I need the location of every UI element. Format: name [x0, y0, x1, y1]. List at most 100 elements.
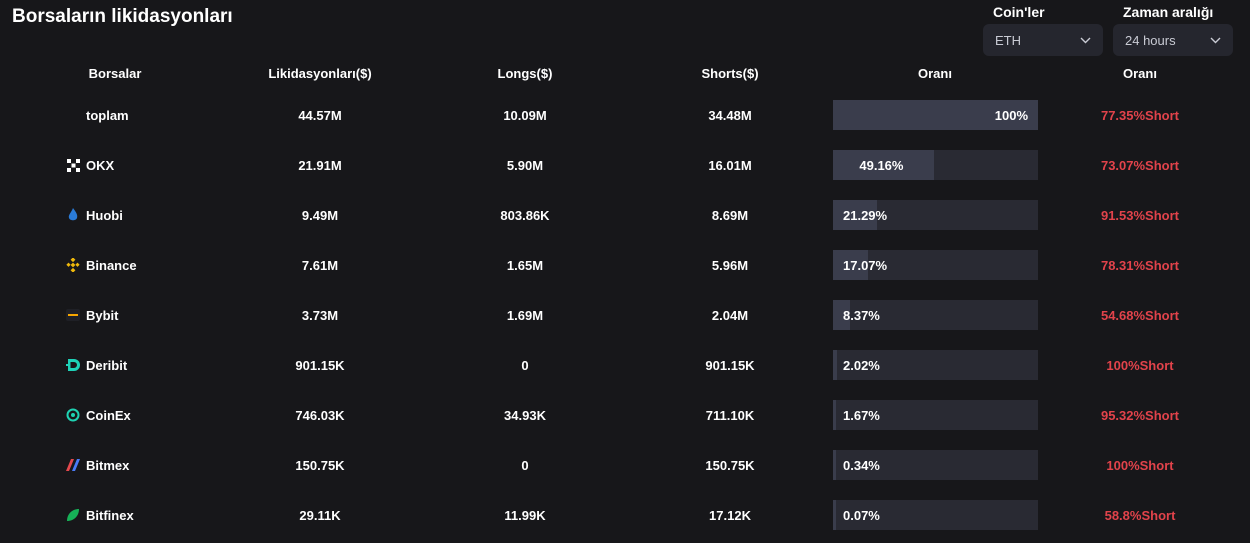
coin-select-value: ETH	[995, 32, 1021, 48]
bitmex-icon	[66, 458, 80, 472]
shorts-value: 8.69M	[711, 207, 749, 223]
liquidations-value: 9.49M	[301, 207, 339, 223]
short-ratio: 100%Short	[1106, 457, 1174, 473]
short-ratio: 77.35%Short	[1100, 107, 1180, 123]
share-bar: 8.37%	[833, 300, 1038, 330]
liquidations-value: 3.73M	[301, 307, 339, 323]
share-bar-fill	[833, 300, 851, 330]
liquidations-value: 901.15K	[295, 357, 345, 373]
short-ratio: 100%Short	[1106, 357, 1174, 373]
time-filter-label: Zaman aralığı	[1123, 4, 1214, 20]
coinex-icon	[66, 408, 80, 422]
longs-value: 11.99K	[504, 507, 546, 523]
table-row: Bitmex 150.75K 0 150.75K 0.34% 100%Short	[0, 440, 1250, 490]
table-row: CoinEx 746.03K 34.93K 711.10K 1.67% 95.32%Sho…	[0, 390, 1250, 440]
exchange-cell: Huobi	[66, 190, 123, 240]
col-header-shorts: Shorts($)	[701, 66, 759, 81]
page-title: Borsaların likidasyonları	[12, 6, 233, 27]
share-bar: 1.67%	[833, 400, 1038, 430]
share-bar-fill	[833, 150, 934, 180]
short-ratio: 73.07%Short	[1100, 157, 1180, 173]
shorts-value: 17.12K	[709, 507, 751, 523]
liquidations-value: 150.75K	[295, 457, 345, 473]
exchange-cell: CoinEx	[66, 390, 131, 440]
shorts-value: 5.96M	[711, 257, 749, 273]
table-row: Huobi 9.49M 803.86K 8.69M 21.29% 91.53%Short	[0, 190, 1250, 240]
share-label: 1.67%	[843, 407, 880, 423]
exchange-name: Binance	[86, 257, 137, 273]
longs-value: 1.69M	[506, 307, 544, 323]
shorts-value: 901.15K	[705, 357, 755, 373]
share-bar: 49.16%	[833, 150, 1038, 180]
share-bar-fill	[833, 100, 1038, 130]
exchange-cell: OKX	[66, 140, 114, 190]
share-label: 2.02%	[843, 357, 880, 373]
liquidations-value: 21.91M	[298, 157, 342, 173]
longs-value: 0	[521, 357, 529, 373]
short-ratio: 95.32%Short	[1100, 407, 1180, 423]
share-bar: 0.34%	[833, 450, 1038, 480]
share-bar-fill	[833, 250, 868, 280]
table-row: Bitfinex 29.11K 11.99K 17.12K 0.07% 58.8%Shor…	[0, 490, 1250, 540]
longs-value: 0	[521, 457, 529, 473]
shorts-value: 16.01M	[708, 157, 752, 173]
share-bar: 2.02%	[833, 350, 1038, 380]
col-header-exchange: Borsalar	[88, 66, 142, 81]
coin-select[interactable]: ETH	[983, 24, 1103, 56]
exchange-cell: Binance	[66, 240, 137, 290]
table-row: Binance 7.61M 1.65M 5.96M 17.07% 78.31%Short	[0, 240, 1250, 290]
exchange-name: CoinEx	[86, 407, 131, 423]
share-bar-fill	[833, 450, 836, 480]
table-row: Deribit 901.15K 0 901.15K 2.02% 100%Short	[0, 340, 1250, 390]
time-range-select[interactable]: 24 hours	[1113, 24, 1233, 56]
liquidations-value: 746.03K	[295, 407, 345, 423]
share-label: 100%	[994, 107, 1028, 123]
longs-value: 5.90M	[506, 157, 544, 173]
exchange-name: Bitfinex	[86, 507, 134, 523]
share-label: 8.37%	[843, 307, 880, 323]
col-header-liquidations: Likidasyonları($)	[268, 66, 372, 81]
share-bar-fill	[833, 200, 877, 230]
share-bar-fill	[833, 350, 838, 380]
longs-value: 1.65M	[506, 257, 544, 273]
exchange-cell: Bitmex	[66, 440, 129, 490]
coin-filter-label: Coin'ler	[993, 4, 1045, 20]
share-label: 0.07%	[843, 507, 880, 523]
short-ratio: 54.68%Short	[1100, 307, 1180, 323]
share-bar: 21.29%	[833, 200, 1038, 230]
share-bar: 17.07%	[833, 250, 1038, 280]
liquidations-value: 7.61M	[301, 257, 339, 273]
time-select-value: 24 hours	[1125, 32, 1176, 48]
exchange-cell: Deribit	[66, 340, 127, 390]
exchange-name: Deribit	[86, 357, 128, 373]
short-ratio: 58.8%Short	[1104, 507, 1176, 523]
longs-value: 10.09M	[503, 107, 547, 123]
short-ratio: 78.31%Short	[1100, 257, 1180, 273]
table-row: OKX 21.91M 5.90M 16.01M 49.16% 73.07%Short	[0, 140, 1250, 190]
exchange-cell: Bybit	[66, 290, 119, 340]
short-ratio: 91.53%Short	[1100, 207, 1180, 223]
col-header-longs: Longs($)	[497, 66, 553, 81]
exchange-name: toplam	[86, 107, 129, 123]
huobi-icon	[66, 208, 80, 222]
share-bar-fill	[833, 500, 836, 530]
exchange-name: Bybit	[86, 307, 119, 323]
col-header-ratio: Oranı	[1123, 66, 1157, 81]
exchange-cell: toplam	[86, 90, 129, 140]
exchange-name: Bitmex	[86, 457, 130, 473]
share-label: 0.34%	[843, 457, 880, 473]
deribit-icon	[66, 358, 80, 372]
share-bar-fill	[833, 400, 837, 430]
share-bar: 0.07%	[833, 500, 1038, 530]
chevron-down-icon	[1079, 34, 1091, 46]
table-row: Bybit 3.73M 1.69M 2.04M 8.37% 54.68%Short	[0, 290, 1250, 340]
share-label: 17.07%	[843, 257, 888, 273]
col-header-share: Oranı	[918, 66, 952, 81]
bybit-icon	[66, 308, 80, 322]
liquidations-value: 29.11K	[299, 507, 341, 523]
share-label: 49.16%	[859, 157, 904, 173]
shorts-value: 150.75K	[705, 457, 755, 473]
exchange-cell: Bitfinex	[66, 490, 134, 540]
liquidations-value: 44.57M	[298, 107, 342, 123]
chevron-down-icon	[1209, 34, 1221, 46]
